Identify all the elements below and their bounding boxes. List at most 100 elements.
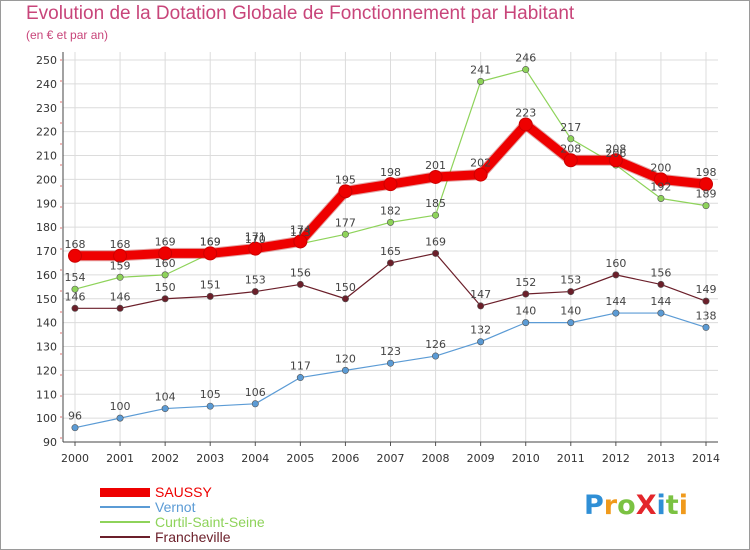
series-saussy-data-label: 208 — [605, 142, 626, 155]
series-vernot-data-label: 132 — [470, 324, 491, 337]
series-francheville-data-label: 149 — [696, 283, 717, 296]
series-vernot-point — [161, 405, 169, 413]
y-tick-label: 150 — [36, 293, 57, 306]
series-saussy-point — [68, 248, 82, 263]
legend-swatch-francheville — [100, 536, 150, 538]
y-tick-label: 210 — [36, 150, 57, 163]
series-saussy-point — [113, 248, 128, 263]
series-saussy-data-label: 200 — [650, 161, 671, 174]
series-curtil-saint-seine-data-label: 206 — [605, 147, 626, 160]
series-vernot-point — [386, 359, 394, 367]
series-curtil-saint-seine-data-label: 246 — [515, 52, 536, 65]
series-francheville-point — [612, 271, 620, 279]
series-saussy-data-label: 168 — [65, 238, 86, 251]
series-francheville-point — [702, 297, 710, 305]
grid — [63, 52, 718, 443]
proxiti-logo: ProXiti — [584, 490, 688, 521]
series-francheville-data-label: 146 — [65, 290, 86, 303]
series-vernot-point — [71, 424, 79, 432]
series-vernot-point — [567, 319, 575, 327]
series-saussy-data-label: 208 — [560, 142, 581, 155]
series-vernot-data-label: 100 — [110, 400, 131, 413]
x-tick-label: 2005 — [286, 452, 314, 465]
series-vernot-point — [341, 366, 349, 374]
series-saussy-point — [383, 177, 398, 192]
series-vernot-point — [612, 309, 620, 317]
series-francheville-data-label: 152 — [515, 276, 536, 289]
y-tick-label: 120 — [36, 364, 57, 377]
axes: 90 100 110 120 130 140 150 160 170 180 190 200 210 22… — [36, 52, 720, 465]
series-vernot-data-label: 106 — [245, 386, 266, 399]
series-curtil-saint-seine-data-label: 173 — [290, 226, 311, 239]
series-francheville-data-label: 156 — [650, 266, 671, 279]
x-tick-label: 2004 — [241, 452, 269, 465]
series-curtil-saint-seine-point — [477, 77, 485, 85]
series-saussy-data-label: 174 — [290, 223, 311, 236]
series-francheville-point — [161, 295, 169, 303]
y-tick-label: 180 — [36, 221, 57, 234]
series-francheville-point — [341, 295, 349, 303]
legend-swatch-vernot — [100, 506, 150, 508]
series-francheville-point — [657, 280, 665, 288]
series-saussy-point — [293, 234, 308, 249]
x-tick-label: 2012 — [602, 452, 630, 465]
series-vernot-point — [522, 319, 530, 327]
series-francheville-point — [296, 280, 304, 288]
series-francheville-data-label: 151 — [200, 278, 221, 291]
logo-letter: X — [635, 490, 657, 521]
series-francheville-point — [477, 302, 485, 310]
x-tick-label: 2001 — [106, 452, 134, 465]
series-francheville-point — [432, 249, 440, 257]
series-vernot-data-label: 140 — [560, 305, 581, 318]
chart-title: Evolution de la Dotation Globale de Fonc… — [26, 3, 575, 24]
x-tick-label: 2002 — [151, 452, 179, 465]
y-tick-label: 160 — [36, 269, 57, 282]
series-curtil-saint-seine-point — [161, 271, 169, 279]
y-tick-label: 220 — [36, 126, 57, 139]
series-vernot-point — [702, 323, 710, 331]
y-tick-label: 230 — [36, 102, 57, 115]
y-tick-label: 170 — [36, 245, 57, 258]
legend-label-saussy: SAUSSY — [155, 484, 212, 500]
series-vernot-data-label: 104 — [155, 391, 176, 404]
x-tick-label: 2003 — [196, 452, 224, 465]
series-francheville-data-label: 165 — [380, 245, 401, 258]
legend-item-vernot: Vernot — [100, 499, 360, 515]
series-vernot-data-label: 140 — [515, 305, 536, 318]
legend-swatch-saussy — [100, 487, 150, 497]
y-tick-label: 140 — [36, 317, 57, 330]
logo-letter: o — [617, 490, 636, 521]
series-saussy-data-label: 198 — [696, 166, 717, 179]
series-vernot-data-label: 138 — [696, 309, 717, 322]
series-vernot-point — [432, 352, 440, 360]
series-saussy-data-label: 201 — [425, 159, 446, 172]
series-curtil-saint-seine-point — [341, 230, 349, 238]
series-vernot-data-label: 117 — [290, 360, 311, 373]
series-saussy-data-label: 195 — [335, 173, 356, 186]
series-curtil-saint-seine-data-label: 159 — [110, 259, 131, 272]
series-saussy-point — [338, 184, 353, 199]
series-saussy-point — [428, 169, 443, 184]
series-vernot-data-label: 96 — [68, 410, 82, 423]
y-tick-label: 110 — [36, 388, 57, 401]
series-curtil-saint-seine-point — [702, 202, 710, 210]
legend-label-curtil-saint-seine: Curtil-Saint-Seine — [155, 514, 265, 530]
legend-label-vernot: Vernot — [155, 499, 196, 515]
series-saussy-point — [158, 246, 173, 261]
series-vernot-data-label: 126 — [425, 338, 446, 351]
x-tick-label: 2010 — [512, 452, 540, 465]
logo-letter: i — [656, 490, 666, 521]
y-tick-label: 100 — [36, 412, 57, 425]
data-labels: 146 146 150 151 153 156 150 165 169 147 152 153 160 1… — [65, 52, 717, 423]
x-tick-label: 2013 — [647, 452, 675, 465]
series-curtil-saint-seine-data-label: 160 — [155, 257, 176, 270]
series-vernot-point — [657, 309, 665, 317]
series-curtil-saint-seine-data-label: 154 — [65, 271, 86, 284]
y-tick-label: 130 — [36, 341, 57, 354]
x-tick-label: 2009 — [467, 452, 495, 465]
series-saussy-data-label: 171 — [245, 231, 266, 244]
series-vernot-data-label: 144 — [650, 295, 671, 308]
series-francheville-point — [567, 288, 575, 296]
series-curtil-saint-seine-point — [657, 194, 665, 202]
